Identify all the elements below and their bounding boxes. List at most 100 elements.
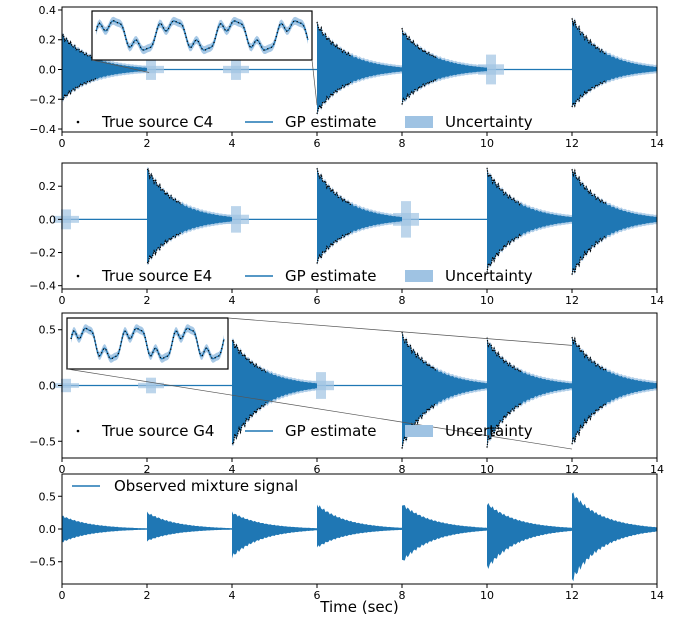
axis-ticks: 0 2 4 6 8 10 12 14 −0.4 −0.2 0.0 0.2 — [29, 180, 664, 307]
y-tick-label: 0.4 — [39, 4, 57, 17]
inset-true-dots — [95, 20, 309, 51]
x-tick-label: 12 — [565, 294, 579, 307]
true-source-lower — [146, 231, 182, 264]
x-tick-label: 0 — [59, 294, 66, 307]
y-tick-label: 0.0 — [39, 380, 57, 393]
x-tick-label: 14 — [650, 589, 664, 602]
gp-envelope — [317, 168, 402, 264]
gp-estimate-envelopes — [231, 329, 657, 451]
x-tick-label: 4 — [229, 463, 236, 476]
gp-envelope — [487, 337, 572, 448]
y-tick-label: −0.4 — [29, 280, 56, 293]
mixture-envelope — [572, 492, 657, 582]
gp-envelope — [402, 28, 487, 105]
x-tick-label: 6 — [314, 137, 321, 150]
y-tick-label: 0.2 — [39, 34, 57, 47]
legend: True source E4 GP estimate Uncertainty — [76, 267, 533, 285]
gp-estimate-envelopes — [61, 16, 657, 116]
uncertainty-block-side — [223, 65, 249, 74]
gp-envelope — [147, 169, 232, 263]
panel-e4: 0 2 4 6 8 10 12 14 −0.4 −0.2 0.0 0.2 True source E4… — [29, 162, 664, 307]
axis-ticks: 0 2 4 6 8 10 12 14 −0.5 0.0 0.5 — [29, 324, 664, 476]
inset-connector — [311, 59, 318, 106]
x-axis-label: Time (sec) — [319, 598, 398, 616]
y-tick-label: 0.0 — [39, 213, 57, 226]
x-tick-label: 12 — [565, 137, 579, 150]
legend-mixture-label: Observed mixture signal — [114, 477, 298, 495]
true-source-upper — [486, 337, 522, 373]
legend-true-marker — [76, 120, 80, 124]
mixture-envelope — [147, 511, 232, 542]
gp-envelope — [572, 18, 657, 108]
true-source-upper — [486, 167, 522, 206]
legend-true-label: True source C4 — [101, 113, 213, 131]
gp-envelope — [232, 340, 317, 445]
x-tick-label: 2 — [144, 463, 151, 476]
uncertainty-block-side — [53, 383, 79, 388]
zoom-inset — [91, 10, 318, 106]
true-source-upper — [61, 34, 97, 60]
legend-uncertainty-marker — [405, 425, 433, 437]
uncertainty-block-side — [53, 215, 79, 223]
panel-c4: 0 2 4 6 8 10 12 14 −0.4 −0.2 0.0 0.2 0.4 True source… — [29, 4, 664, 150]
true-source-lower — [401, 78, 437, 105]
true-source-upper — [316, 21, 352, 57]
x-tick-label: 6 — [314, 294, 321, 307]
inset-gp-line — [70, 327, 225, 360]
true-source-lower — [571, 80, 607, 108]
legend: True source C4 GP estimate Uncertainty — [76, 113, 533, 131]
x-tick-label: 2 — [144, 294, 151, 307]
mixture-envelopes — [62, 492, 657, 582]
true-source-lower — [316, 81, 352, 115]
true-source-upper — [571, 336, 607, 372]
y-tick-label: 0.2 — [39, 180, 57, 193]
x-tick-label: 14 — [650, 294, 664, 307]
x-tick-label: 10 — [480, 294, 494, 307]
true-source-upper — [316, 167, 352, 206]
zoom-inset — [66, 317, 573, 450]
y-tick-label: −0.2 — [29, 93, 56, 106]
uncertainty-block-side — [478, 64, 504, 75]
y-tick-label: −0.2 — [29, 247, 56, 260]
x-tick-label: 12 — [565, 463, 579, 476]
true-source-upper — [231, 339, 267, 373]
axes-frame — [61, 312, 658, 459]
x-tick-label: 4 — [229, 294, 236, 307]
true-source-lower — [61, 77, 97, 101]
true-source-lower — [571, 402, 607, 445]
ghost-blocks — [138, 54, 504, 85]
uncertainty-block-side — [138, 65, 164, 74]
x-tick-label: 2 — [144, 589, 151, 602]
inset-connector — [91, 59, 150, 73]
uncertainty-block-side — [138, 382, 164, 389]
uncertainty-block-side — [308, 380, 334, 391]
axes-frame — [61, 6, 658, 133]
legend: Observed mixture signal — [72, 477, 298, 495]
y-tick-label: −0.5 — [29, 435, 56, 448]
legend-true-label: True source G4 — [101, 422, 214, 440]
true-source-lower — [231, 402, 267, 445]
x-tick-label: 8 — [399, 589, 406, 602]
x-tick-label: 8 — [399, 463, 406, 476]
inset-box — [66, 317, 229, 370]
mixture-envelope — [487, 503, 572, 569]
gp-envelope — [317, 21, 402, 114]
inset-uncertainty — [96, 16, 308, 55]
gp-envelope — [487, 167, 572, 273]
legend-true-marker — [76, 274, 80, 278]
true-source-lower — [571, 235, 607, 275]
y-tick-label: 0.0 — [39, 64, 57, 77]
axes-frame — [61, 473, 658, 585]
legend-true-label: True source E4 — [101, 267, 212, 285]
ghost-blocks — [53, 372, 334, 399]
inset-connector — [66, 368, 573, 450]
gp-envelope — [572, 337, 657, 445]
true-source-upper — [401, 331, 437, 371]
x-tick-label: 14 — [650, 137, 664, 150]
true-source-upper — [571, 168, 607, 205]
x-tick-label: 0 — [59, 589, 66, 602]
gp-envelope — [402, 331, 487, 449]
gp-envelope — [62, 34, 147, 100]
